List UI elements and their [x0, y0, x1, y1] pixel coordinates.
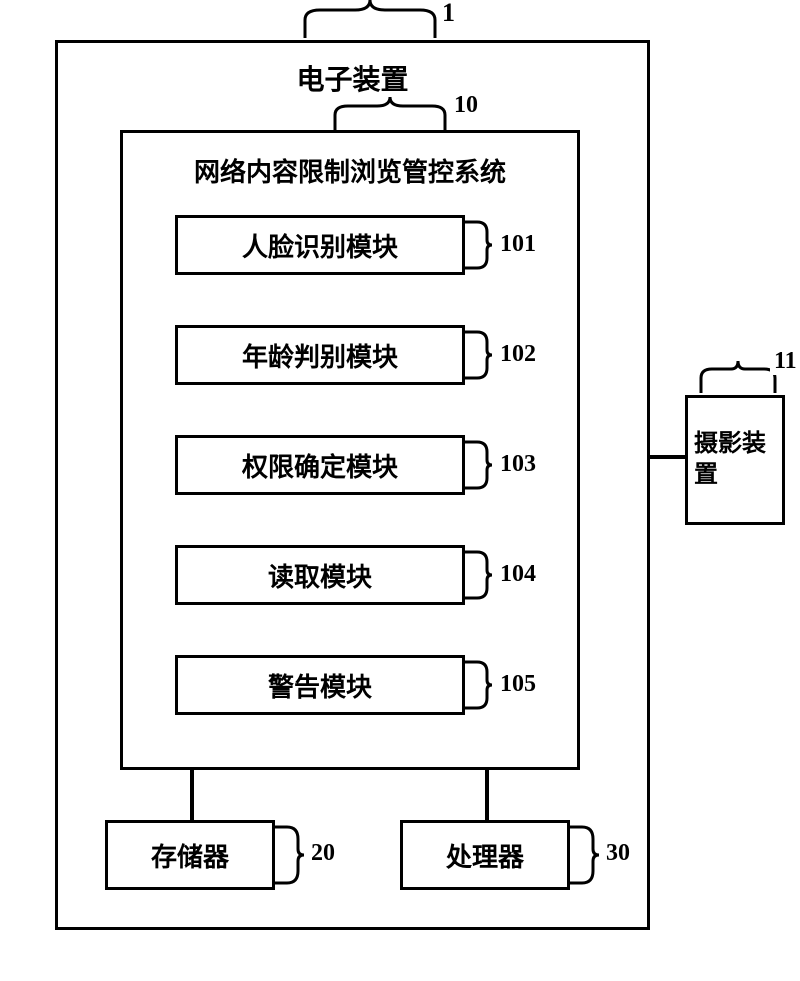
bracket-ref-10 [330, 95, 450, 135]
ref-label-104: 104 [496, 561, 540, 588]
ref-label-105: 105 [496, 671, 540, 698]
connector-system-storage [190, 770, 194, 820]
processor-box: 处理器 [400, 820, 570, 890]
ref-label-102: 102 [496, 341, 540, 368]
module-label: 权限确定模块 [242, 447, 398, 484]
module-label: 读取模块 [268, 557, 372, 594]
ref-label-30: 30 [602, 840, 634, 867]
module-label: 人脸识别模块 [242, 227, 398, 264]
module-warning: 警告模块 [175, 655, 465, 715]
bracket-ref-1 [300, 0, 440, 43]
ref-label-10: 10 [450, 92, 482, 119]
ref-label-11: 11 [770, 348, 800, 375]
module-permission-determine: 权限确定模块 [175, 435, 465, 495]
ref-label-103: 103 [496, 451, 540, 478]
module-face-recognition: 人脸识别模块 [175, 215, 465, 275]
storage-box: 存储器 [105, 820, 275, 890]
diagram-canvas: 电子装置 1 网络内容限制浏览管控系统 10 人脸识别模块 101 年龄判别模块… [0, 0, 800, 981]
camera-box: 摄影装置 [685, 395, 785, 525]
connector-device-camera [650, 455, 685, 459]
outer-box-title: 电子装置 [55, 58, 650, 98]
module-label: 年龄判别模块 [242, 337, 398, 374]
ref-label-20: 20 [307, 840, 339, 867]
bracket-ref-11 [698, 358, 778, 398]
module-read: 读取模块 [175, 545, 465, 605]
module-age-judgment: 年龄判别模块 [175, 325, 465, 385]
processor-label: 处理器 [446, 837, 524, 874]
connector-system-processor [485, 770, 489, 820]
storage-label: 存储器 [151, 837, 229, 874]
camera-label: 摄影装置 [694, 429, 776, 491]
ref-label-101: 101 [496, 231, 540, 258]
ref-label-1: 1 [438, 0, 459, 28]
system-box-title: 网络内容限制浏览管控系统 [120, 152, 580, 189]
module-label: 警告模块 [268, 667, 372, 704]
